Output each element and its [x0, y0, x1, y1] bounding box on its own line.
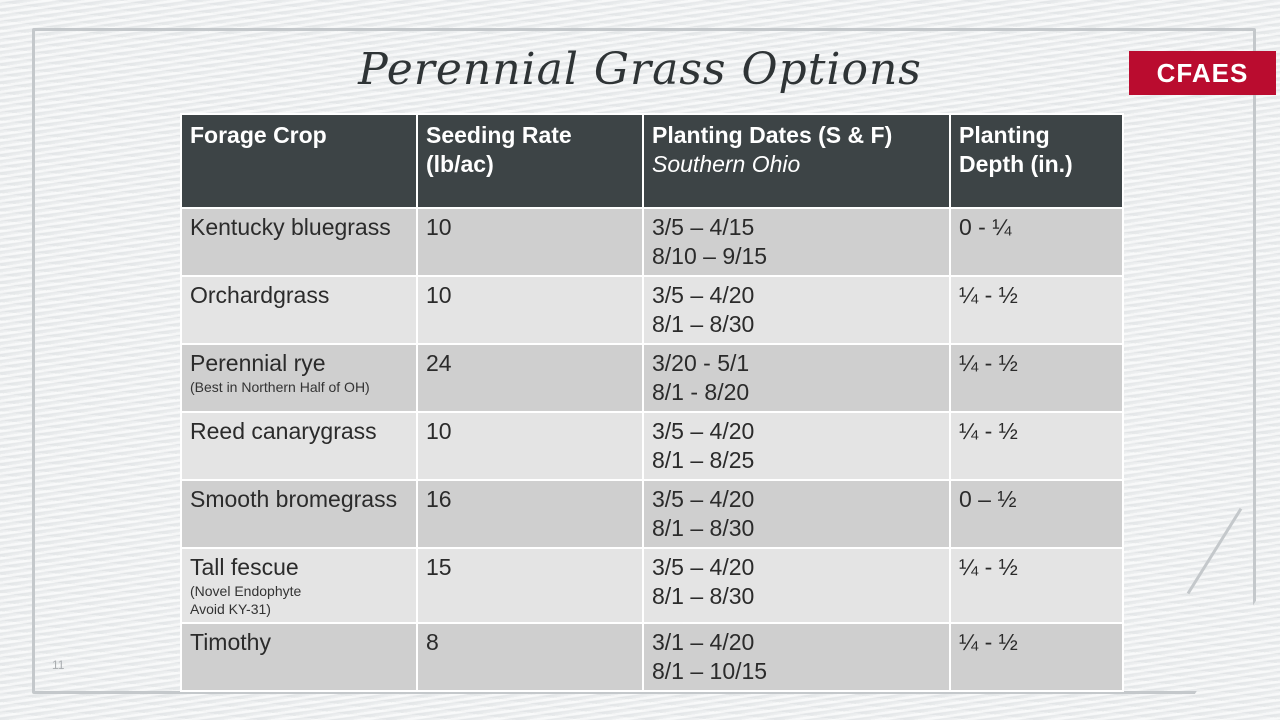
cell-rate: 24 — [416, 343, 644, 413]
cell-dates: 3/20 - 5/1 8/1 - 8/20 — [642, 343, 951, 413]
table-row: Tall fescue (Novel Endophyte Avoid KY-31) … — [180, 547, 1124, 624]
cell-crop: Tall fescue (Novel Endophyte Avoid KY-31) — [180, 547, 418, 624]
forage-table: Forage Crop Seeding Rate (lb/ac) Plantin… — [180, 113, 1124, 692]
cell-dates: 3/5 – 4/15 8/10 – 9/15 — [642, 207, 951, 277]
cell-rate: 10 — [416, 411, 644, 481]
cell-crop: Kentucky bluegrass — [180, 207, 418, 277]
slide-number: 11 — [52, 658, 65, 672]
table-row: Perennial rye (Best in Northern Half of O… — [180, 343, 1124, 413]
cell-rate: 16 — [416, 479, 644, 549]
crop-note: (Novel Endophyte — [190, 583, 302, 599]
table-row: Kentucky bluegrass 10 3/5 – 4/15 8/10 – 9… — [180, 207, 1124, 277]
cell-rate: 10 — [416, 275, 644, 345]
slide-frame — [32, 28, 1256, 694]
cell-crop: Reed canarygrass — [180, 411, 418, 481]
table-row: Smooth bromegrass 16 3/5 – 4/20 8/1 – 8/3… — [180, 479, 1124, 549]
cell-depth: 0 – ½ — [949, 479, 1124, 549]
cell-depth: ¼ - ½ — [949, 343, 1124, 413]
cell-dates: 3/5 – 4/20 8/1 – 8/25 — [642, 411, 951, 481]
cell-dates: 3/5 – 4/20 8/1 – 8/30 — [642, 479, 951, 549]
header-seeding-rate: Seeding Rate (lb/ac) — [416, 113, 644, 209]
cell-depth: ¼ - ½ — [949, 622, 1124, 692]
cell-crop: Timothy — [180, 622, 418, 692]
crop-note: (Best in Northern Half of OH) — [190, 379, 370, 395]
table-header-row: Forage Crop Seeding Rate (lb/ac) Plantin… — [180, 113, 1124, 209]
slide-title: Perennial Grass Options — [358, 44, 922, 95]
cell-rate: 15 — [416, 547, 644, 624]
table-row: Orchardgrass 10 3/5 – 4/20 8/1 – 8/30 ¼ -… — [180, 275, 1124, 345]
cfaes-logo: CFAES — [1129, 51, 1276, 95]
cell-dates: 3/1 – 4/20 8/1 – 10/15 — [642, 622, 951, 692]
cell-crop: Orchardgrass — [180, 275, 418, 345]
cell-crop: Perennial rye (Best in Northern Half of O… — [180, 343, 418, 413]
header-planting-dates: Planting Dates (S & F) Southern Ohio — [642, 113, 951, 209]
cell-rate: 10 — [416, 207, 644, 277]
cell-dates: 3/5 – 4/20 8/1 – 8/30 — [642, 547, 951, 624]
header-region: Southern Ohio — [652, 151, 801, 177]
cell-depth: ¼ - ½ — [949, 547, 1124, 624]
cell-rate: 8 — [416, 622, 644, 692]
cell-depth: ¼ - ½ — [949, 275, 1124, 345]
table-row: Timothy 8 3/1 – 4/20 8/1 – 10/15 ¼ - ½ — [180, 622, 1124, 692]
table-row: Reed canarygrass 10 3/5 – 4/20 8/1 – 8/25… — [180, 411, 1124, 481]
cell-dates: 3/5 – 4/20 8/1 – 8/30 — [642, 275, 951, 345]
header-forage-crop: Forage Crop — [180, 113, 418, 209]
crop-note: Avoid KY-31) — [190, 601, 271, 617]
cell-crop: Smooth bromegrass — [180, 479, 418, 549]
cell-depth: 0 - ¼ — [949, 207, 1124, 277]
cell-depth: ¼ - ½ — [949, 411, 1124, 481]
header-planting-depth: Planting Depth (in.) — [949, 113, 1124, 209]
